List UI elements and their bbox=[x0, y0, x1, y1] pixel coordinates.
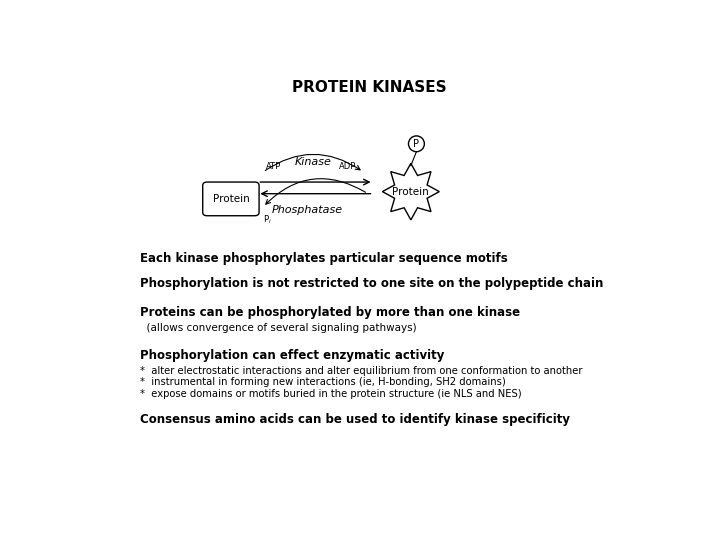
Text: Consensus amino acids can be used to identify kinase specificity: Consensus amino acids can be used to ide… bbox=[140, 413, 570, 426]
Text: ADP: ADP bbox=[339, 162, 356, 171]
Text: Phosphorylation is not restricted to one site on the polypeptide chain: Phosphorylation is not restricted to one… bbox=[140, 276, 603, 289]
Text: *  expose domains or motifs buried in the protein structure (ie NLS and NES): * expose domains or motifs buried in the… bbox=[140, 389, 522, 399]
Text: Protein: Protein bbox=[212, 194, 249, 204]
Text: Protein: Protein bbox=[392, 187, 429, 197]
Text: ATP: ATP bbox=[266, 162, 281, 171]
Text: (allows convergence of several signaling pathways): (allows convergence of several signaling… bbox=[140, 322, 417, 333]
FancyBboxPatch shape bbox=[203, 182, 259, 216]
Text: Each kinase phosphorylates particular sequence motifs: Each kinase phosphorylates particular se… bbox=[140, 252, 508, 265]
Text: *  alter electrostatic interactions and alter equilibrium from one conformation : * alter electrostatic interactions and a… bbox=[140, 366, 582, 376]
Text: Phosphatase: Phosphatase bbox=[272, 205, 343, 214]
Polygon shape bbox=[382, 163, 439, 220]
Text: P$_i$: P$_i$ bbox=[263, 213, 271, 226]
Text: Phosphorylation can effect enzymatic activity: Phosphorylation can effect enzymatic act… bbox=[140, 349, 444, 362]
Text: Kinase: Kinase bbox=[294, 157, 332, 167]
Text: *  instrumental in forming new interactions (ie, H-bonding, SH2 domains): * instrumental in forming new interactio… bbox=[140, 377, 506, 388]
Text: PROTEIN KINASES: PROTEIN KINASES bbox=[292, 80, 446, 95]
Text: Proteins can be phosphorylated by more than one kinase: Proteins can be phosphorylated by more t… bbox=[140, 306, 521, 319]
Text: P: P bbox=[413, 139, 420, 149]
Ellipse shape bbox=[408, 136, 424, 152]
